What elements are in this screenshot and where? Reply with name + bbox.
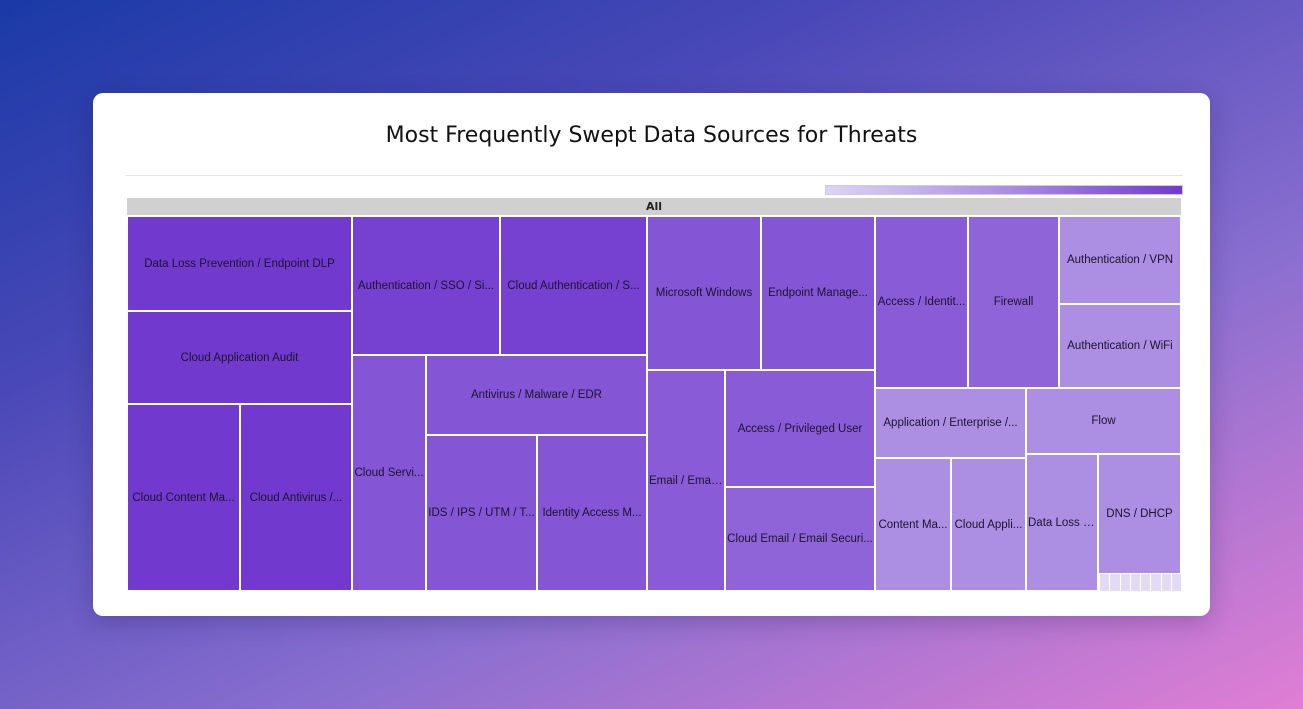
- treemap-cell-cloud-email-email-securi[interactable]: Cloud Email / Email Securi...: [725, 487, 875, 591]
- treemap-cell-authentication-wifi[interactable]: Authentication / WiFi: [1059, 304, 1181, 388]
- color-scale-legend: [825, 185, 1183, 195]
- treemap-cell-cloud-appli[interactable]: Cloud Appli...: [951, 458, 1026, 591]
- treemap-cell-access-privileged-user[interactable]: Access / Privileged User: [725, 370, 875, 487]
- treemap-cell-label: Identity Access M...: [542, 507, 642, 519]
- treemap-cell-label: IDS / IPS / UTM / T...: [428, 507, 535, 519]
- treemap-cell-cloud-content-ma[interactable]: Cloud Content Ma...: [127, 404, 240, 591]
- treemap-cell-flow[interactable]: Flow: [1026, 388, 1181, 454]
- treemap-cell-label: Access / Identit...: [877, 296, 966, 308]
- treemap-cell-label: DNS / DHCP: [1106, 508, 1173, 520]
- treemap-cell-label: Data Loss Prevention / Endpoint DLP: [144, 257, 335, 270]
- chart-title: Most Frequently Swept Data Sources for T…: [385, 123, 918, 148]
- treemap-cell-data-loss-prevention-endpoint-dlp[interactable]: Data Loss Prevention / Endpoint DLP: [127, 216, 352, 311]
- title-divider: [125, 175, 1183, 176]
- tiny-cell[interactable]: [1109, 574, 1120, 591]
- treemap-cell-label: Antivirus / Malware / EDR: [470, 389, 602, 401]
- treemap-root-bar[interactable]: All: [127, 198, 1181, 215]
- treemap-cell-cloud-antivirus[interactable]: Cloud Antivirus /...: [240, 404, 352, 591]
- tiny-cell[interactable]: [1170, 574, 1181, 591]
- tiny-cell[interactable]: [1160, 574, 1171, 591]
- treemap-cell-cloud-application-audit[interactable]: Cloud Application Audit: [127, 311, 352, 404]
- treemap-cell-content-ma[interactable]: Content Ma...: [875, 458, 951, 591]
- treemap-cell-label: Cloud Application Audit: [180, 351, 299, 364]
- treemap-cell-label: Authentication / SSO / Si...: [357, 279, 495, 292]
- treemap-cell-endpoint-manage[interactable]: Endpoint Manage...: [761, 216, 875, 370]
- treemap-cell-label: Authentication / VPN: [1066, 254, 1174, 266]
- chart-card: Most Frequently Swept Data Sources for T…: [93, 93, 1210, 616]
- treemap-cell-label: Cloud Appli...: [954, 518, 1023, 531]
- treemap-cell-cloud-servi[interactable]: Cloud Servi...: [352, 355, 426, 591]
- treemap-cell-authentication-vpn[interactable]: Authentication / VPN: [1059, 216, 1181, 304]
- treemap-cell-label: Application / Enterprise /...: [883, 417, 1018, 429]
- treemap-cell-label: Access / Privileged User: [737, 422, 863, 435]
- treemap-cell-label: Cloud Email / Email Securi...: [727, 533, 873, 545]
- treemap-cell-label: Email / Email...: [649, 474, 724, 487]
- treemap-cell-label: Cloud Authentication / S...: [507, 279, 640, 292]
- treemap-cell-cloud-authentication-s[interactable]: Cloud Authentication / S...: [500, 216, 647, 355]
- treemap-cell-identity-access-m[interactable]: Identity Access M...: [537, 435, 647, 591]
- tiny-cell[interactable]: [1150, 574, 1161, 591]
- treemap-cell-label: Cloud Servi...: [354, 467, 424, 479]
- treemap: Data Loss Prevention / Endpoint DLP Cloud…: [127, 216, 1181, 591]
- treemap-cell-dns-dhcp[interactable]: DNS / DHCP: [1098, 454, 1181, 574]
- treemap-cell-ids-ips-utm-t[interactable]: IDS / IPS / UTM / T...: [426, 435, 537, 591]
- treemap-cell-label: Cloud Content Ma...: [132, 491, 235, 504]
- treemap-cell-firewall[interactable]: Firewall: [968, 216, 1059, 388]
- treemap-cell-label: Authentication / WiFi: [1067, 340, 1173, 352]
- treemap-cell-data-loss-p[interactable]: Data Loss P...: [1026, 454, 1098, 591]
- treemap-cell-application-enterprise[interactable]: Application / Enterprise /...: [875, 388, 1026, 458]
- treemap-cell-label: Endpoint Manage...: [768, 287, 868, 299]
- tiny-cell[interactable]: [1099, 574, 1110, 591]
- tiny-cell[interactable]: [1119, 574, 1130, 591]
- treemap-cell-microsoft-windows[interactable]: Microsoft Windows: [647, 216, 761, 370]
- treemap-cell-label: Data Loss P...: [1028, 516, 1097, 529]
- tiny-cell[interactable]: [1140, 574, 1151, 591]
- treemap-cell-label: Flow: [1091, 415, 1116, 427]
- tiny-cell[interactable]: [1129, 574, 1140, 591]
- treemap-cell-label: Microsoft Windows: [655, 287, 753, 299]
- treemap-cell-label: Cloud Antivirus /...: [249, 491, 343, 504]
- treemap-cell-antivirus-malware-edr[interactable]: Antivirus / Malware / EDR: [426, 355, 647, 435]
- treemap-cell-authentication-sso-si[interactable]: Authentication / SSO / Si...: [352, 216, 500, 355]
- treemap-cell-access-identit[interactable]: Access / Identit...: [875, 216, 968, 388]
- treemap-cell-label: Firewall: [993, 296, 1034, 308]
- treemap-cell-label: Content Ma...: [878, 518, 948, 531]
- treemap-cell-email-email[interactable]: Email / Email...: [647, 370, 725, 591]
- tiny-cells-cluster: [1099, 574, 1181, 591]
